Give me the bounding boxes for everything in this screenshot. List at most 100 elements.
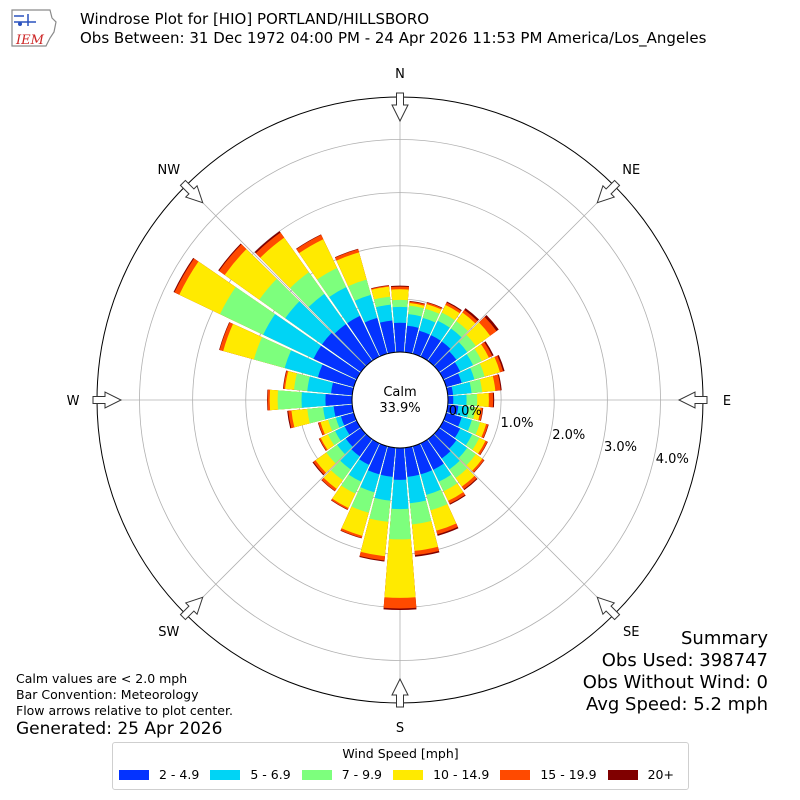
wind-bar-210-bin-0 [359,439,380,465]
radial-tick-label: 4.0% [656,452,689,467]
wind-bar-180-bin-0 [393,447,407,480]
wind-bar-120-bin-0 [439,420,461,438]
legend-label: 20+ [647,767,674,782]
wind-bar-230-bin-0 [345,427,366,447]
wind-bar-190-bin-0 [380,446,396,477]
legend-swatch [301,769,332,780]
wind-bar-240-bin-0 [344,420,361,435]
wind-bar-330-bin-0 [347,315,380,361]
wind-bar-270-bin-0 [325,394,353,406]
legend-items: 2 - 4.9 5 - 6.9 7 - 9.9 10 - 14.9 15 - 19.9 2… [119,767,682,782]
wind-bar-10-bin-0 [404,325,419,354]
wind-bar-90-bin-0 [447,395,454,405]
wind-bar-30-bin-0 [420,335,441,361]
wind-bar-40-bin-0 [427,341,451,366]
wind-bar-310-bin-0 [321,332,366,373]
wind-bar-220-bin-0 [351,434,373,457]
wind-bar-290-bin-0 [317,364,357,388]
legend-item: 10 - 14.9 [393,767,489,782]
wind-bar-260-bin-0 [333,404,354,417]
legend-swatch [210,769,241,780]
wind-bar-160-bin-0 [412,443,433,475]
legend-label: 5 - 6.9 [250,767,291,782]
radial-tick-label: 0.0% [449,404,482,419]
ring-gridline [139,139,661,661]
legend-swatch [607,769,638,780]
wind-bar-320-bin-0 [334,324,373,366]
legend-swatch [119,769,149,780]
wind-bar-300-bin-0 [313,345,361,380]
wind-bar-170-bin-0 [404,446,420,477]
flow-arrow-s [391,677,409,708]
plot-title: Windrose Plot for [HIO] PORTLAND/HILLSBO… [80,10,706,48]
wind-bar-250-bin-0 [340,412,357,426]
calm-value: 33.9% [379,401,420,416]
summary-title: Summary [681,628,768,649]
compass-label-ne: NE [622,163,640,178]
legend-title: Wind Speed [mph] [342,746,459,761]
radial-gridline [185,399,401,615]
wind-bar-200-bin-0 [367,443,388,475]
legend-item: 7 - 9.9 [301,767,383,782]
plot-notes: Calm values are < 2.0 mph Bar Convention… [16,671,233,719]
summary-box: Summary Obs Used: 398747 Obs Without Win… [583,628,768,716]
flow-arrow-sw [179,596,204,621]
flow-arrow-n [391,92,409,123]
wind-bar-60-bin-0 [439,362,461,380]
calm-label: Calm [383,385,416,400]
legend-item: 2 - 4.9 [119,767,199,782]
calm-circle [351,351,449,449]
flow-arrow-ne [596,179,621,204]
logo-text: IEM [15,33,45,48]
legend-item: 20+ [607,767,674,782]
flow-arrow-e [677,391,708,409]
flow-arrows-note: Flow arrows relative to plot center. [16,703,233,718]
legend-swatch [500,769,531,780]
legend-label: 7 - 9.9 [341,767,383,782]
radial-gridline [399,399,615,615]
bar-convention-note: Bar Convention: Meteorology [16,687,199,702]
wind-bar-140-bin-0 [427,434,451,459]
title-line-2: Obs Between: 31 Dec 1972 04:00 PM - 24 A… [80,29,707,47]
radial-gridline [185,185,401,401]
summary-avg-speed: Avg Speed: 5.2 mph [586,694,768,715]
compass-label-nw: NW [157,163,180,178]
legend-label: 15 - 19.9 [540,767,597,782]
flow-arrow-nw [179,179,204,204]
iem-logo: IEM [11,9,57,48]
wind-bar-350-bin-0 [380,320,396,354]
calm-note: Calm values are < 2.0 mph [16,671,188,686]
wind-bar-0-bin-0 [393,322,407,353]
flow-arrow-w [92,391,123,409]
wind-bar-150-bin-0 [420,439,444,470]
compass-label-n: N [395,67,405,82]
legend-swatch [393,769,424,780]
radial-gridline [399,185,615,401]
radial-tick-label: 1.0% [500,416,533,431]
wind-bar-80-bin-1 [446,381,472,396]
generated-date: Generated: 25 Apr 2026 [16,719,223,739]
wind-bar-280-bin-0 [331,382,354,396]
flow-arrow-se [596,596,621,621]
compass-label-sw: SW [158,625,179,640]
legend-item: 15 - 19.9 [500,767,597,782]
compass-label-s: S [396,721,404,736]
legend-item: 5 - 6.9 [210,767,291,782]
radial-tick-label: 2.0% [552,428,585,443]
wind-bar-50-bin-0 [434,351,457,373]
wind-bar-70-bin-0 [443,373,462,388]
summary-obs-without-wind: Obs Without Wind: 0 [582,672,768,693]
title-line-1: Windrose Plot for [HIO] PORTLAND/HILLSBO… [80,10,430,28]
legend-label: 2 - 4.9 [159,767,200,782]
wind-bar-80-bin-0 [446,386,454,396]
compass-label-w: W [67,394,80,409]
legend: Wind Speed [mph] 2 - 4.9 5 - 6.9 7 - 9.9 10… [112,742,689,790]
radial-tick-label: 3.0% [604,440,637,455]
compass-label-se: SE [623,625,639,640]
wind-bar-100-bin-0 [446,404,459,415]
wind-bar-340-bin-0 [364,317,388,357]
wind-bar-110-bin-0 [443,412,462,427]
legend-label: 10 - 14.9 [433,767,490,782]
wind-bar-20-bin-0 [412,330,430,357]
